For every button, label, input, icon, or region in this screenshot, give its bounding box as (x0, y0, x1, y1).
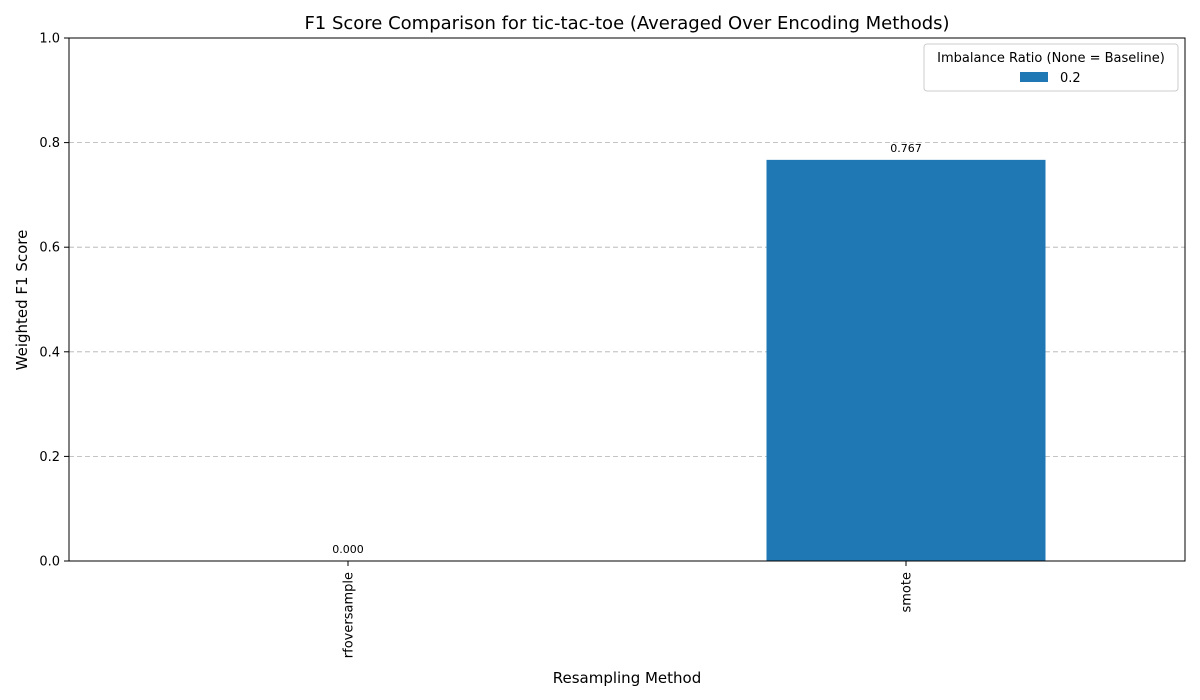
y-tick-label: 0.8 (39, 136, 60, 151)
legend-swatch (1020, 72, 1048, 82)
legend-title: Imbalance Ratio (None = Baseline) (937, 51, 1165, 66)
x-axis-ticks: rfoversample smote (342, 561, 915, 658)
legend: Imbalance Ratio (None = Baseline) 0.2 (923, 43, 1179, 92)
y-tick-label: 0.6 (39, 241, 60, 256)
y-tick-label: 1.0 (39, 32, 60, 47)
bar-value-label: 0.000 (332, 543, 364, 556)
legend-entry-label: 0.2 (1060, 71, 1081, 86)
legend-frame (923, 43, 1179, 92)
bars (766, 159, 1046, 561)
chart-title: F1 Score Comparison for tic-tac-toe (Ave… (304, 13, 949, 34)
x-tick-label: smote (900, 572, 915, 613)
bar-value-label: 0.767 (890, 142, 922, 155)
y-axis-label: Weighted F1 Score (13, 230, 31, 371)
y-tick-label: 0.2 (39, 450, 60, 465)
x-tick-label: rfoversample (342, 572, 357, 658)
y-axis-ticks: 0.0 0.2 0.4 0.6 0.8 1.0 (39, 32, 69, 570)
y-tick-label: 0.0 (39, 555, 60, 570)
x-axis-label: Resampling Method (553, 669, 702, 687)
bar (766, 159, 1046, 561)
y-tick-label: 0.4 (39, 345, 60, 360)
plot-frame (68, 37, 1186, 562)
data-labels: 0.000 0.767 (332, 142, 922, 556)
